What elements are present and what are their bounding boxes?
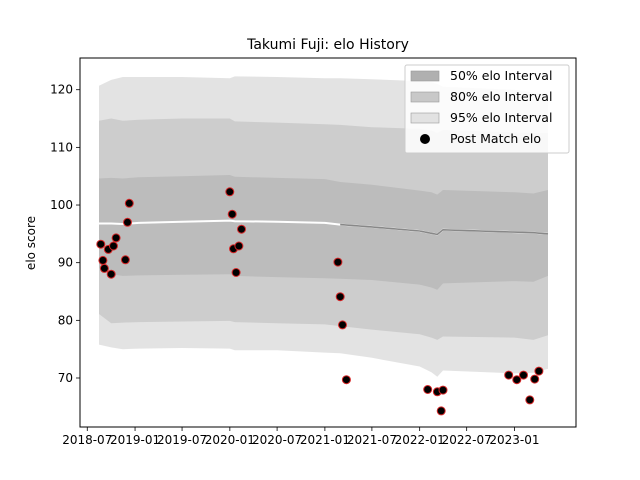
post-match-point [96, 239, 106, 249]
legend-label: 50% elo Interval [450, 68, 552, 83]
post-match-point [106, 269, 116, 279]
y-tick-label: 120 [50, 83, 73, 97]
post-match-point [436, 406, 446, 416]
post-match-point [423, 385, 433, 394]
band-50 [99, 175, 548, 290]
legend-marker [420, 134, 430, 144]
y-tick-label: 100 [50, 198, 73, 212]
post-match-point [530, 374, 540, 384]
post-match-point [504, 370, 514, 380]
post-match-point [225, 187, 235, 197]
post-match-point [227, 209, 237, 219]
x-tick-label: 2019-07 [157, 433, 207, 447]
axes: 2018-072019-012019-072020-012020-072021-… [50, 57, 577, 447]
post-match-point [519, 370, 528, 380]
post-match-point [333, 257, 343, 267]
x-tick-label: 2022-07 [442, 433, 492, 447]
x-tick-label: 2020-07 [252, 433, 302, 447]
legend-swatch [410, 70, 440, 82]
x-tick-label: 2022-01 [395, 433, 445, 447]
post-match-point [525, 395, 535, 405]
y-axis-label: elo score [24, 216, 38, 270]
legend-label: 80% elo Interval [450, 89, 552, 104]
post-match-point [98, 255, 108, 265]
x-tick-label: 2021-07 [347, 433, 397, 447]
legend-swatch [410, 91, 440, 103]
x-tick-label: 2019-01 [110, 433, 160, 447]
post-match-point [534, 366, 544, 376]
legend-box [404, 64, 570, 154]
post-match-point [109, 241, 118, 251]
post-match-point [124, 198, 134, 208]
x-tick-label: 2023-01 [489, 433, 539, 447]
post-match-point [338, 320, 347, 330]
post-match-point [234, 241, 244, 251]
mean-line-grey [340, 223, 549, 236]
legend-label: 95% elo Interval [450, 110, 552, 125]
band-80 [99, 118, 548, 340]
post-match-point [231, 268, 241, 277]
post-match-point [512, 375, 522, 385]
x-tick-label: 2021-01 [300, 433, 350, 447]
y-tick-label: 90 [58, 256, 73, 270]
post-match-point [111, 233, 121, 243]
legend-label: Post Match elo [450, 131, 541, 146]
post-match-point [335, 292, 345, 302]
y-tick-label: 80 [58, 313, 73, 327]
post-match-point [438, 385, 448, 395]
legend: 50% elo Interval 80% elo Interval 95% elo … [404, 64, 570, 154]
chart-title: Takumi Fuji: elo History [246, 37, 409, 53]
x-tick-label: 2018-07 [62, 433, 112, 447]
post-match-point [237, 224, 246, 234]
legend-swatch [410, 112, 440, 124]
post-match-point [341, 375, 351, 385]
y-tick-label: 70 [58, 371, 73, 385]
post-match-point [120, 255, 130, 265]
y-tick-label: 110 [50, 140, 73, 154]
post-match-point [99, 263, 109, 273]
x-tick-label: 2020-01 [205, 433, 255, 447]
plot-frame [79, 57, 577, 428]
post-match-point [123, 217, 132, 227]
